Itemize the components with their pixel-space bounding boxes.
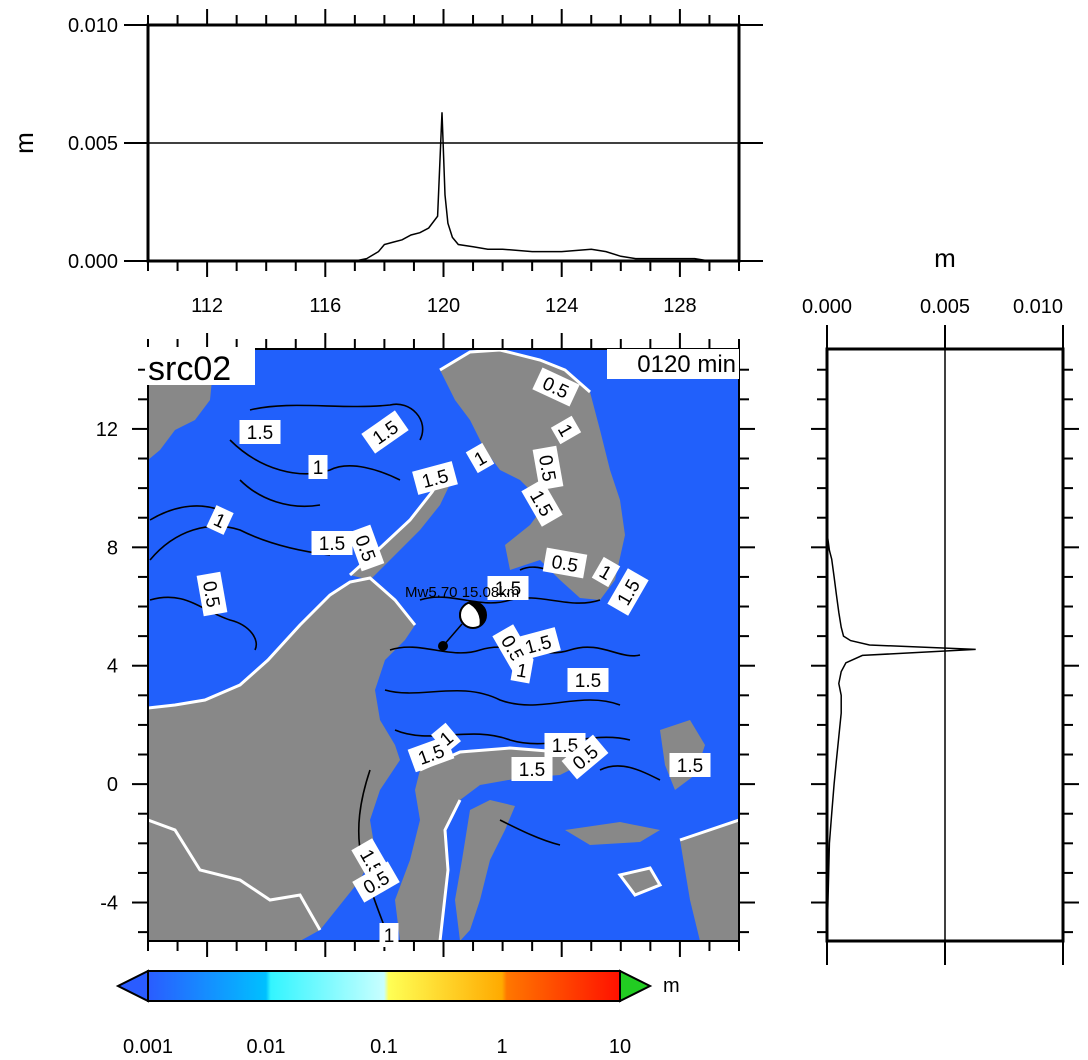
colorbar: 0.001 0.01 0.1 1 10 m [115,969,680,1058]
contour-label: 1.5 [567,668,609,692]
contour-label: 1 [206,505,234,535]
land-moluccas [680,820,739,941]
map-y-tick-label: 8 [107,537,118,559]
svg-text:1.5: 1.5 [519,760,545,781]
map-y-tick-label: 12 [96,419,118,441]
contour-label: 1.5 [239,420,281,444]
contour-label: 1.5 [669,753,711,777]
right-x-tick-label: 0.010 [1013,296,1063,318]
svg-text:1.5: 1.5 [677,756,703,777]
right-x-tick-label: 0.005 [920,296,970,318]
svg-text:1.5: 1.5 [247,423,273,444]
svg-text:1: 1 [313,458,324,479]
contour-label: 1.5 [511,757,553,781]
colorbar-ticks: 0.001 0.01 0.1 1 10 [123,1036,631,1058]
svg-text:0.5: 0.5 [550,552,580,577]
colorbar-unit: m [663,975,680,997]
top-y-ticks: 0.000 0.005 0.010 [68,15,763,273]
land-sulawesi [395,748,590,941]
contour-labels: 1.5 1.510.511.51 0.51.511.5 0.50.50.5 11.51.… [196,367,711,947]
top-y-tick-label: 0.000 [68,251,118,273]
epicenter-leader-line [442,623,463,647]
contour-label: 1 [510,656,534,684]
beachball-quadrant-icon [458,608,467,627]
map-x-ticks [147,333,740,957]
contour-label: 1 [308,455,328,479]
land-seram [565,822,660,845]
contour-label: 1 [465,442,495,474]
contour-label: 1 [379,923,399,947]
epicenter-marker: Mw5.70 15.08km [405,584,519,651]
colorbar-tick-label: 10 [609,1036,631,1058]
top-series-line [148,112,739,262]
map-title: src02 [148,350,231,388]
beachball-compressional-icon [467,601,487,627]
contour-label: 1.5 [487,576,529,600]
time-box [607,349,739,379]
contour-label: 1 [431,722,461,754]
top-x-ticks: 112 116 120 124 128 [147,9,740,317]
top-y-axis-label: m [9,132,39,154]
colorbar-tick-label: 0.001 [123,1036,173,1058]
svg-text:0.5: 0.5 [534,453,559,483]
top-x-tick-label: 120 [427,295,460,317]
contour-label: 0.5 [542,547,588,579]
contour-label: 1 [550,415,582,445]
right-x-axis-label: m [934,243,956,273]
colorbar-tick-label: 1 [496,1036,507,1058]
colorbar-min-arrow [115,969,149,1003]
colorbar-ramp [147,970,621,1002]
top-x-tick-label: 128 [663,295,696,317]
right-panel: 0.000 0.005 0.010 m [802,243,1079,965]
colorbar-tick-label: 0.1 [370,1036,398,1058]
contour-label: 0.5 [196,571,228,617]
colorbar-tick-label: 0.01 [247,1036,286,1058]
contour-label: 1.5 [311,531,353,555]
svg-text:1.5: 1.5 [552,736,578,757]
svg-text:1: 1 [515,660,529,683]
contour-lines-west [149,403,424,651]
top-x-tick-label: 116 [309,295,341,317]
top-panel: 0.000 0.005 0.010 112 116 120 124 128 m [9,9,763,317]
top-x-tick-label: 112 [191,295,223,317]
top-x-tick-label: 124 [545,295,578,317]
contour-label: 0.5 [532,445,564,491]
right-y-ticks [811,368,1079,934]
top-y-tick-label: 0.010 [68,15,118,37]
svg-text:1.5: 1.5 [319,534,345,555]
event-label: Mw5.70 15.08km [405,584,519,601]
right-x-ticks: 0.000 0.005 0.010 [802,296,1064,965]
contour-label: 1.5 [544,733,586,757]
contour-label: 1 [591,556,621,588]
svg-text:1: 1 [384,926,395,947]
land-philippines [440,350,625,600]
time-label: 0120 min [637,351,736,378]
right-series-line [826,349,976,942]
coastline [148,349,739,941]
right-x-tick-label: 0.000 [802,296,852,318]
land-borneo [148,578,415,941]
svg-text:0.5: 0.5 [198,579,223,609]
title-box [145,347,255,385]
colorbar-max-arrow [619,969,653,1003]
svg-text:1.5: 1.5 [575,671,601,692]
map-y-tick-label: 0 [107,774,118,796]
map-y-tick-label: -4 [100,893,118,915]
land-sulawesi-arm [455,800,515,941]
top-y-tick-label: 0.005 [68,133,118,155]
map-y-tick-label: 4 [107,656,118,678]
svg-text:1.5: 1.5 [495,579,521,600]
